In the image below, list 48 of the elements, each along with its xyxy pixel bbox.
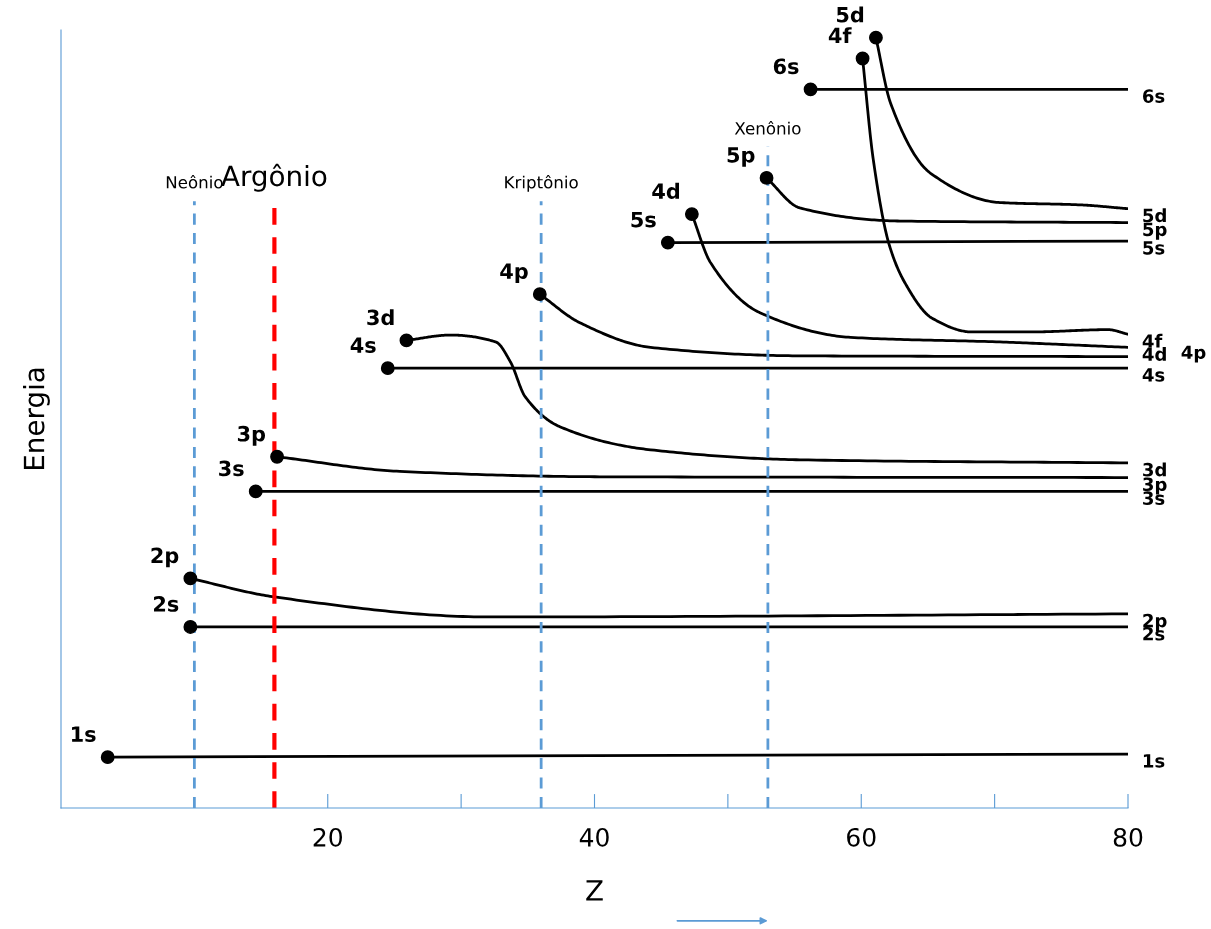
series-label: 3d	[367, 309, 394, 326]
x-tick-label: 20	[313, 827, 342, 847]
point	[532, 287, 547, 302]
point	[759, 170, 774, 185]
point	[270, 449, 284, 464]
text: 5s	[1143, 241, 1165, 255]
text: 4p	[1181, 345, 1206, 363]
text: 4d	[1142, 346, 1166, 361]
series-label: 4d	[652, 182, 680, 199]
series-label: 5d	[837, 6, 864, 23]
text: 6s	[1143, 89, 1165, 103]
point	[399, 333, 414, 348]
series-label: 2p	[151, 547, 179, 568]
point	[855, 51, 870, 66]
point	[183, 571, 198, 586]
text: 5d	[1143, 208, 1166, 223]
point	[660, 235, 675, 250]
text: 4f	[1142, 333, 1163, 348]
point	[684, 207, 699, 222]
text: 4s	[1142, 368, 1165, 382]
series-label: 4s	[350, 337, 376, 354]
ref-line-label: Xenônio	[734, 121, 801, 135]
point	[869, 30, 883, 45]
point	[803, 82, 818, 97]
series-label: 6s	[773, 58, 799, 75]
text: 1s	[1143, 754, 1165, 768]
x-tick-label: 80	[1113, 827, 1143, 847]
text: 3d	[1143, 462, 1166, 477]
series-label: 3p	[237, 425, 266, 446]
series-label: 4f	[828, 27, 852, 44]
series-label: 1s	[72, 726, 96, 743]
series-label: 4p	[500, 263, 528, 284]
series-label: 2s	[154, 596, 179, 612]
x-tick-label: 60	[847, 827, 876, 847]
series-label: 5p	[727, 147, 755, 167]
x-axis-title: Z	[586, 880, 603, 901]
point	[183, 620, 198, 634]
ref-line-label: Neônio	[166, 174, 223, 189]
point	[380, 361, 395, 376]
series-label: 5s	[631, 211, 656, 228]
point	[248, 484, 263, 499]
ref-line-label: Kriptônio	[505, 174, 578, 192]
x-tick-label: 40	[579, 827, 609, 847]
series-label: 3s	[219, 460, 244, 477]
text: 5p	[1143, 222, 1167, 240]
y-axis-title: Energia	[23, 368, 50, 470]
point	[100, 750, 115, 765]
ref-line-label: Argônio	[221, 163, 327, 192]
